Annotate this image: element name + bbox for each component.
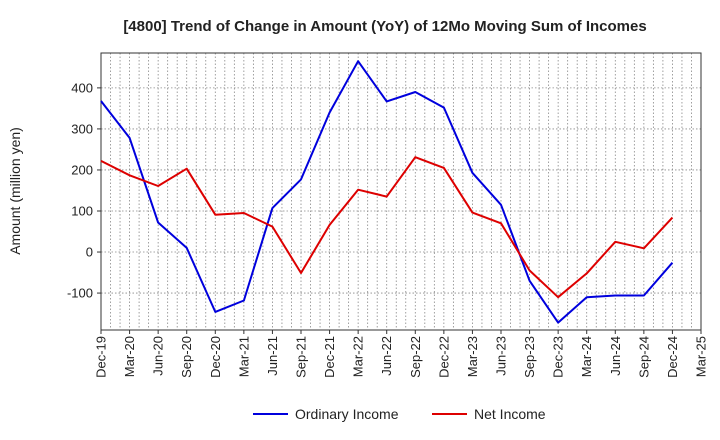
series-line-net-income: [100, 156, 674, 299]
series-layer: [100, 60, 674, 324]
x-tick-label: Jun-20: [151, 336, 166, 376]
legend-label-ordinary-income: Ordinary Income: [295, 406, 399, 422]
x-tick-label: Mar-22: [351, 336, 366, 377]
x-axis: Dec-19 Mar-20 Jun-20 Sep-20 Dec-20 Mar-21 Jun-…: [94, 330, 709, 378]
x-tick-label: Dec-21: [322, 336, 337, 378]
x-tick-label: Jun-23: [494, 336, 509, 376]
y-tick-label: 400: [71, 80, 93, 95]
x-tick-label: Dec-24: [665, 336, 680, 378]
x-tick-label: Sep-21: [294, 336, 309, 378]
x-tick-label: Sep-23: [522, 336, 537, 378]
series-line-ordinary-income: [100, 60, 674, 324]
grid: [101, 53, 701, 330]
x-tick-label: Jun-24: [608, 336, 623, 376]
x-tick-label: Mar-25: [694, 336, 709, 377]
y-tick-label: 300: [71, 121, 93, 136]
y-tick-label: -100: [67, 286, 93, 301]
y-axis-label: Amount (million yen): [7, 127, 23, 255]
x-tick-label: Mar-21: [236, 336, 251, 377]
y-tick-label: 0: [86, 245, 93, 260]
x-tick-label: Sep-24: [636, 336, 651, 378]
y-tick-label: 200: [71, 162, 93, 177]
legend-label-net-income: Net Income: [474, 406, 546, 422]
x-tick-label: Dec-20: [208, 336, 223, 378]
x-tick-label: Dec-22: [436, 336, 451, 378]
x-tick-label: Mar-24: [579, 336, 594, 377]
x-tick-label: Jun-22: [379, 336, 394, 376]
y-axis: -100 0 100 200 300 400: [67, 80, 101, 301]
x-tick-label: Sep-22: [408, 336, 423, 378]
x-tick-label: Mar-23: [465, 336, 480, 377]
legend: Ordinary Income Net Income: [253, 406, 546, 422]
x-tick-label: Jun-21: [265, 336, 280, 376]
y-tick-label: 100: [71, 203, 93, 218]
chart-title: [4800] Trend of Change in Amount (YoY) o…: [123, 18, 646, 35]
x-tick-label: Dec-23: [551, 336, 566, 378]
x-tick-label: Mar-20: [122, 336, 137, 377]
x-tick-label: Sep-20: [179, 336, 194, 378]
x-tick-label: Dec-19: [94, 336, 109, 378]
plot-frame: [100, 52, 702, 331]
